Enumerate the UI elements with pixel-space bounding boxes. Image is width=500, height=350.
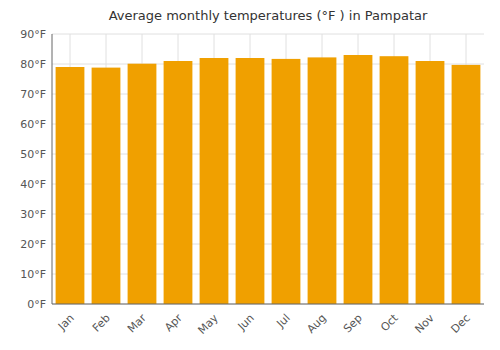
chart-container: Average monthly temperatures (°F ) in Pa… bbox=[0, 0, 500, 350]
y-tick-label: 0°F bbox=[27, 298, 46, 311]
y-tick-label: 40°F bbox=[20, 178, 46, 191]
y-tick-label: 30°F bbox=[20, 208, 46, 221]
x-tick-label: Mar bbox=[125, 311, 149, 335]
bar bbox=[56, 67, 85, 304]
y-grid-line bbox=[52, 34, 484, 35]
x-tick-label: Apr bbox=[162, 311, 185, 334]
x-tick-label: Dec bbox=[449, 312, 473, 336]
x-tick-label: Jun bbox=[235, 312, 257, 334]
y-grid-line bbox=[52, 304, 484, 305]
y-tick-label: 60°F bbox=[20, 118, 46, 131]
x-tick-label: Nov bbox=[412, 311, 437, 336]
bar bbox=[92, 68, 121, 304]
chart: Average monthly temperatures (°F ) in Pa… bbox=[0, 0, 500, 350]
x-tick-label: Oct bbox=[378, 311, 401, 334]
bar bbox=[164, 61, 193, 304]
x-tick-label: Aug bbox=[304, 312, 328, 336]
title: Average monthly temperatures (°F ) in Pa… bbox=[109, 8, 428, 23]
bar bbox=[236, 58, 265, 304]
bar bbox=[128, 64, 157, 304]
bar bbox=[200, 58, 229, 304]
bar bbox=[308, 57, 337, 304]
bar bbox=[272, 59, 301, 304]
x-tick-label: May bbox=[196, 311, 222, 337]
bar bbox=[416, 61, 445, 304]
x-axis-line bbox=[52, 304, 484, 305]
x-tick-label: Sep bbox=[341, 312, 365, 336]
bar bbox=[380, 56, 409, 304]
y-tick-label: 90°F bbox=[20, 28, 46, 41]
x-tick-label: Jul bbox=[273, 312, 292, 331]
bar bbox=[344, 55, 373, 304]
x-tick-label: Jan bbox=[55, 312, 77, 334]
bar bbox=[452, 65, 481, 304]
y-axis-line bbox=[52, 34, 53, 304]
grid bbox=[52, 34, 484, 304]
y-tick-label: 70°F bbox=[20, 88, 46, 101]
y-tick-label: 20°F bbox=[20, 238, 46, 251]
x-tick-label: Feb bbox=[90, 312, 113, 335]
y-tick-label: 50°F bbox=[20, 148, 46, 161]
y-tick-label: 80°F bbox=[20, 58, 46, 71]
bars bbox=[56, 55, 481, 304]
y-tick-label: 10°F bbox=[20, 268, 46, 281]
